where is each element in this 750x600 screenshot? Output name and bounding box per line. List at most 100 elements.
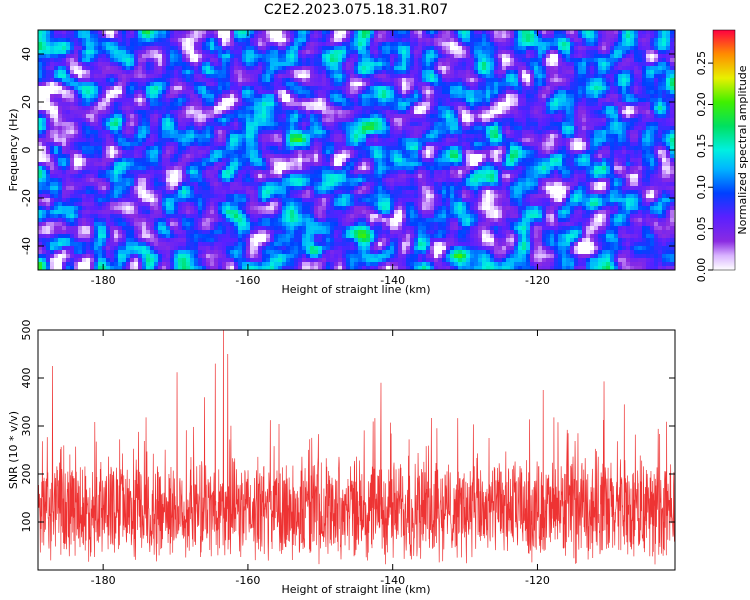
heatmap-cell [66, 34, 71, 39]
heatmap-cell [46, 42, 51, 47]
heatmap-cell [382, 74, 387, 79]
heatmap-cell [642, 122, 647, 127]
heatmap-cell [298, 86, 303, 91]
heatmap-cell [58, 114, 63, 119]
heatmap-cell [654, 126, 659, 131]
heatmap-cell [534, 138, 539, 143]
heatmap-cell [254, 42, 259, 47]
heatmap-cell [330, 106, 335, 111]
heatmap-cell [66, 142, 71, 147]
heatmap-cell [358, 50, 363, 55]
heatmap-cell [474, 150, 479, 155]
heatmap-cell [162, 30, 167, 35]
heatmap-cell [646, 82, 651, 87]
heatmap-cell [570, 102, 575, 107]
heatmap-cell [286, 70, 291, 75]
heatmap-cell [490, 146, 495, 151]
heatmap-cell [446, 134, 451, 139]
heatmap-cell [442, 118, 447, 123]
heatmap-cell [234, 122, 239, 127]
heatmap-cell [646, 102, 651, 107]
heatmap-cell [370, 70, 375, 75]
heatmap-cell [266, 46, 271, 51]
heatmap-cell [342, 146, 347, 151]
heatmap-cell [262, 74, 267, 79]
heatmap-cell [294, 38, 299, 43]
heatmap-cell [422, 74, 427, 79]
heatmap-cell [414, 138, 419, 143]
heatmap-cell [614, 46, 619, 51]
heatmap-cell [430, 82, 435, 87]
heatmap-cell [550, 78, 555, 83]
heatmap-cell [274, 94, 279, 99]
heatmap-cell [346, 30, 351, 35]
heatmap-cell [378, 142, 383, 147]
heatmap-cell [426, 38, 431, 43]
heatmap-cell [598, 98, 603, 103]
heatmap-cell [54, 42, 59, 47]
heatmap-cell [546, 58, 551, 63]
heatmap-cell [486, 74, 491, 79]
heatmap-cell [162, 118, 167, 123]
heatmap-cell [82, 30, 87, 35]
heatmap-cell [618, 118, 623, 123]
heatmap-cell [446, 74, 451, 79]
heatmap-cell [210, 90, 215, 95]
heatmap-cell [658, 138, 663, 143]
heatmap-cell [254, 38, 259, 43]
heatmap-cell [574, 94, 579, 99]
heatmap-cell [106, 38, 111, 43]
heatmap-cell [234, 42, 239, 47]
heatmap-cell [318, 98, 323, 103]
heatmap-cell [438, 46, 443, 51]
heatmap-cell [62, 46, 67, 51]
heatmap-cell [654, 146, 659, 151]
heatmap-cell [254, 82, 259, 87]
heatmap-cell [394, 90, 399, 95]
heatmap-cell [434, 82, 439, 87]
heatmap-cell [666, 142, 671, 147]
heatmap-cell [534, 146, 539, 151]
heatmap-cell [110, 138, 115, 143]
heatmap-cell [562, 46, 567, 51]
heatmap-cell [426, 66, 431, 71]
heatmap-cell [266, 146, 271, 151]
heatmap-cell [306, 130, 311, 135]
heatmap-cell [230, 106, 235, 111]
heatmap-cell [362, 54, 367, 59]
heatmap-cell [278, 94, 283, 99]
heatmap-cell [102, 30, 107, 35]
heatmap-cell [366, 146, 371, 151]
heatmap-cell [430, 74, 435, 79]
heatmap-cell [610, 110, 615, 115]
heatmap-cell [206, 142, 211, 147]
heatmap-cell [582, 70, 587, 75]
heatmap-cell [462, 130, 467, 135]
heatmap-cell [190, 50, 195, 55]
heatmap-cell [82, 126, 87, 131]
heatmap-cell [422, 142, 427, 147]
heatmap-cell [626, 94, 631, 99]
heatmap-cell [386, 126, 391, 131]
heatmap-cell [462, 114, 467, 119]
heatmap-cell [538, 82, 543, 87]
heatmap-cell [474, 138, 479, 143]
heatmap-cell [542, 86, 547, 91]
heatmap-cell [438, 114, 443, 119]
heatmap-cell [358, 30, 363, 35]
heatmap-cell [78, 42, 83, 47]
heatmap-cell [502, 78, 507, 83]
heatmap-cell [210, 58, 215, 63]
heatmap-cell [114, 138, 119, 143]
heatmap-cell [142, 154, 147, 159]
heatmap-cell [646, 50, 651, 55]
heatmap-cell [230, 46, 235, 51]
heatmap-cell [146, 122, 151, 127]
heatmap-cell [278, 122, 283, 127]
heatmap-cell [426, 106, 431, 111]
heatmap-cell [106, 134, 111, 139]
heatmap-cell [566, 62, 571, 67]
heatmap-cell [298, 110, 303, 115]
heatmap-cell [666, 86, 671, 91]
heatmap-cell [270, 42, 275, 47]
